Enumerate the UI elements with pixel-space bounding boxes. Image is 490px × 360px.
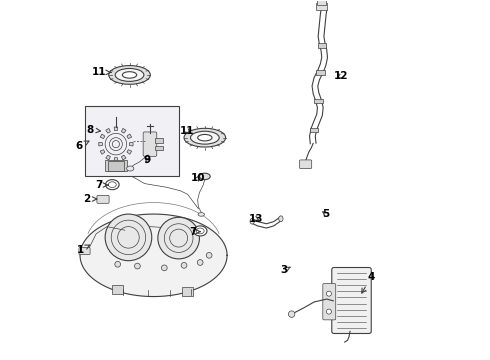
Ellipse shape xyxy=(196,228,204,234)
Bar xyxy=(155,145,163,150)
Circle shape xyxy=(206,252,212,258)
Polygon shape xyxy=(106,129,110,133)
Text: 4: 4 xyxy=(362,272,375,293)
Polygon shape xyxy=(100,134,105,139)
Circle shape xyxy=(181,262,187,268)
Text: 8: 8 xyxy=(86,125,100,135)
Ellipse shape xyxy=(108,182,116,188)
Bar xyxy=(112,285,123,294)
Text: 9: 9 xyxy=(144,155,151,165)
Bar xyxy=(182,287,193,296)
Polygon shape xyxy=(114,127,118,131)
Bar xyxy=(317,0,326,5)
Text: 7: 7 xyxy=(95,180,108,190)
Polygon shape xyxy=(100,150,105,154)
Circle shape xyxy=(135,263,140,269)
Polygon shape xyxy=(122,155,126,160)
Ellipse shape xyxy=(197,134,212,141)
Circle shape xyxy=(197,260,203,265)
Ellipse shape xyxy=(184,128,225,147)
Text: 13: 13 xyxy=(248,214,263,224)
Ellipse shape xyxy=(115,68,144,81)
Circle shape xyxy=(161,265,167,271)
Text: 1: 1 xyxy=(76,245,90,255)
Ellipse shape xyxy=(109,66,150,84)
Ellipse shape xyxy=(199,173,210,180)
Circle shape xyxy=(289,311,295,318)
Polygon shape xyxy=(99,142,102,146)
FancyBboxPatch shape xyxy=(79,247,90,255)
Ellipse shape xyxy=(126,166,134,171)
FancyBboxPatch shape xyxy=(97,195,109,203)
Polygon shape xyxy=(129,142,133,146)
Bar xyxy=(318,43,326,48)
Text: 10: 10 xyxy=(191,173,205,183)
Ellipse shape xyxy=(191,131,219,144)
Ellipse shape xyxy=(194,226,207,236)
FancyBboxPatch shape xyxy=(143,132,157,156)
FancyBboxPatch shape xyxy=(323,284,336,320)
Polygon shape xyxy=(127,150,132,154)
Bar xyxy=(85,107,179,176)
Bar xyxy=(155,138,163,143)
Text: 3: 3 xyxy=(280,265,290,275)
Ellipse shape xyxy=(105,180,119,190)
Text: 5: 5 xyxy=(322,209,329,219)
Text: 6: 6 xyxy=(75,141,89,151)
Ellipse shape xyxy=(198,213,204,216)
Circle shape xyxy=(326,309,331,314)
Bar xyxy=(108,161,124,171)
Polygon shape xyxy=(127,134,132,139)
Text: 2: 2 xyxy=(83,194,97,204)
Polygon shape xyxy=(114,158,118,161)
Polygon shape xyxy=(106,155,110,160)
FancyBboxPatch shape xyxy=(299,160,312,168)
Text: 7: 7 xyxy=(189,227,200,237)
Ellipse shape xyxy=(122,72,137,78)
Circle shape xyxy=(105,214,152,261)
Text: 11: 11 xyxy=(180,126,194,135)
Text: 12: 12 xyxy=(334,71,348,81)
Polygon shape xyxy=(80,214,227,297)
Bar xyxy=(310,128,318,132)
Bar xyxy=(316,70,324,75)
Bar xyxy=(316,3,327,10)
Circle shape xyxy=(158,217,199,259)
Circle shape xyxy=(115,261,121,267)
Bar xyxy=(105,159,126,171)
Bar xyxy=(314,99,323,103)
Circle shape xyxy=(326,291,331,296)
Ellipse shape xyxy=(250,219,254,224)
FancyBboxPatch shape xyxy=(332,267,371,333)
Polygon shape xyxy=(122,129,126,133)
Text: 11: 11 xyxy=(92,67,112,77)
Ellipse shape xyxy=(279,216,283,222)
